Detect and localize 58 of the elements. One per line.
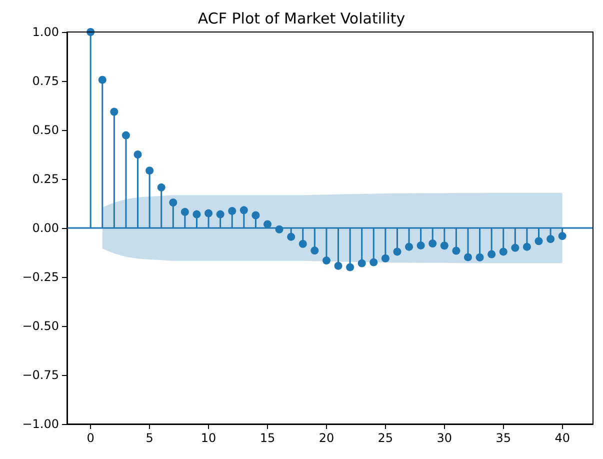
- chart-title: ACF Plot of Market Volatility: [198, 10, 406, 28]
- point: [310, 246, 319, 255]
- y-tick-label: −0.75: [22, 368, 59, 382]
- x-tick-label: 20: [318, 431, 334, 445]
- point: [192, 210, 201, 218]
- point: [216, 210, 224, 218]
- point: [464, 253, 472, 262]
- point: [381, 254, 390, 262]
- point: [405, 242, 414, 251]
- y-tick-label: −0.25: [22, 270, 59, 284]
- point: [180, 208, 189, 216]
- point: [204, 209, 213, 218]
- point: [334, 262, 342, 270]
- point: [110, 108, 118, 116]
- x-tick-label: 0: [86, 431, 94, 445]
- y-tick-label: 0.75: [32, 74, 59, 88]
- y-tick-label: −0.50: [22, 319, 59, 333]
- point: [298, 240, 307, 248]
- point: [146, 166, 154, 175]
- point: [264, 220, 272, 228]
- point: [252, 211, 260, 220]
- point: [122, 131, 130, 140]
- point: [534, 237, 543, 246]
- y-tick-label: −1.00: [22, 417, 59, 431]
- point: [98, 76, 106, 84]
- point: [428, 239, 437, 248]
- point: [499, 248, 508, 256]
- point: [346, 263, 354, 272]
- point: [370, 258, 378, 266]
- x-tick-label: 40: [554, 431, 570, 445]
- point: [558, 232, 566, 240]
- x-tick-label: 35: [496, 431, 512, 445]
- x-tick-label: 5: [146, 431, 154, 445]
- point: [488, 250, 496, 258]
- y-tick-label: 0.00: [32, 221, 59, 235]
- point: [228, 206, 236, 215]
- point: [322, 256, 330, 265]
- point: [358, 259, 366, 268]
- y-tick-label: 0.25: [32, 172, 59, 186]
- point: [157, 183, 166, 192]
- point: [169, 198, 178, 207]
- point: [416, 241, 425, 250]
- x-tick-label: 25: [378, 431, 394, 445]
- point: [287, 232, 296, 241]
- point: [240, 206, 248, 214]
- point: [546, 234, 555, 243]
- point: [511, 244, 520, 252]
- y-tick-label: 1.00: [32, 25, 59, 39]
- x-tick-label: 10: [200, 431, 216, 445]
- y-tick-label: 0.50: [32, 123, 59, 137]
- x-tick-label: 15: [260, 431, 276, 445]
- point: [452, 246, 460, 255]
- point: [440, 242, 448, 250]
- point: [522, 242, 531, 251]
- point: [476, 253, 484, 262]
- x-tick-label: 30: [436, 431, 452, 445]
- point: [393, 248, 402, 256]
- point: [134, 150, 142, 158]
